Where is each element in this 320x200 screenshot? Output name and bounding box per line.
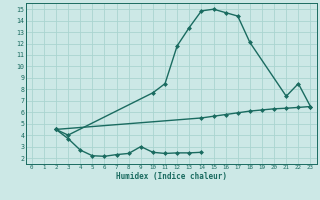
X-axis label: Humidex (Indice chaleur): Humidex (Indice chaleur)	[116, 172, 227, 181]
